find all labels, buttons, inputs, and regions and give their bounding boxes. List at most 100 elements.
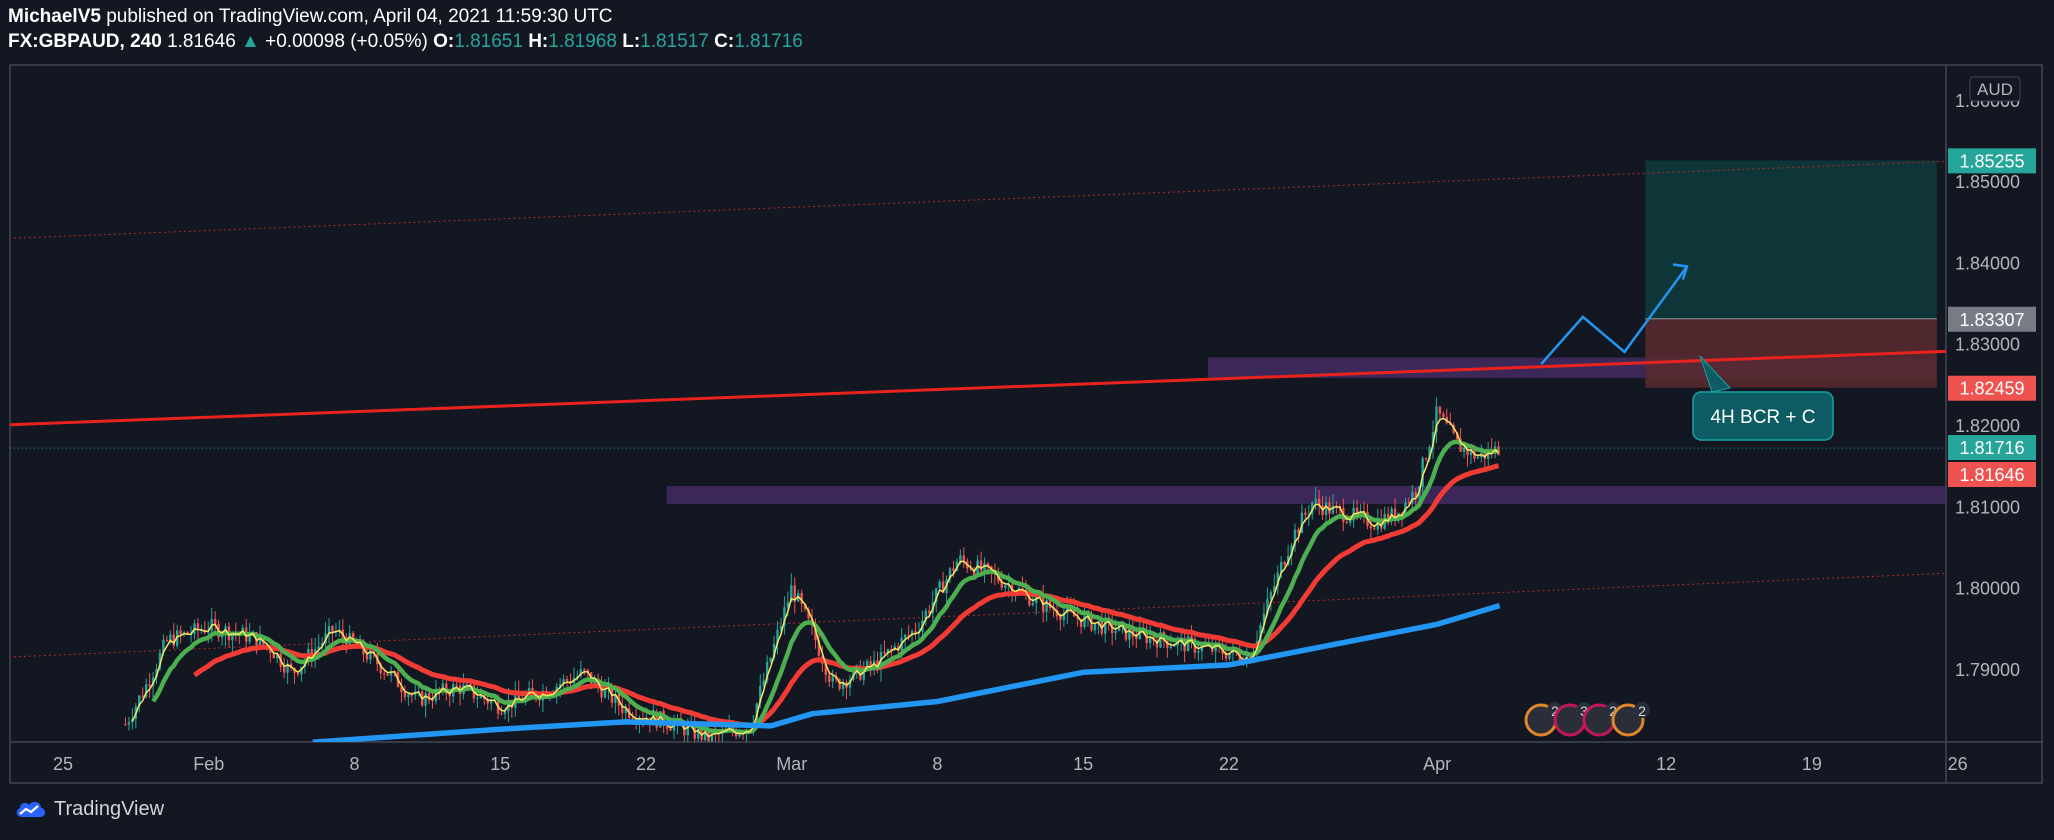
candle-body (1117, 624, 1121, 632)
author-name[interactable]: MichaelV5 (8, 6, 101, 27)
resistance-trendline (10, 349, 1946, 427)
candle-body (407, 694, 410, 698)
candle-body (631, 718, 634, 720)
symbol-name[interactable]: FX:GBPAUD, 240 (8, 31, 162, 52)
time-tick-label: 19 (1802, 754, 1822, 774)
candle-body (489, 700, 493, 704)
footer-brand[interactable]: TradingView (14, 798, 164, 821)
candle-body (1459, 439, 1462, 452)
candle-body (1076, 616, 1079, 619)
candle-body (1262, 613, 1266, 625)
price-label-entry (1948, 306, 2036, 332)
event-count-text: 2 (1638, 703, 1646, 719)
candle-body (1407, 502, 1411, 504)
candle-body (972, 569, 976, 576)
candle-body (1290, 545, 1293, 556)
candle-body (831, 676, 834, 682)
candle-body (976, 560, 979, 576)
candle-body (938, 581, 941, 589)
moving-averages-layer (131, 417, 1501, 742)
candle-body (1304, 512, 1307, 515)
candle-body (1186, 636, 1190, 652)
candle-body (1469, 449, 1473, 456)
candle-body (327, 626, 331, 634)
candle-body (1455, 432, 1459, 440)
candle-body (772, 643, 776, 659)
candle-body (696, 728, 700, 739)
candle-body (1314, 498, 1317, 503)
candle-body (1311, 502, 1314, 514)
channel-layer (10, 160, 1946, 658)
candle-body (1355, 507, 1359, 514)
target-zone (1645, 160, 1937, 319)
candle-body (1066, 606, 1069, 614)
price-tick-label: 1.81000 (1955, 497, 2020, 517)
candle-body (300, 666, 303, 675)
up-triangle-icon: ▲ (241, 31, 260, 52)
candle-body (1411, 492, 1414, 504)
candle-body (1228, 653, 1231, 659)
candle-body (1166, 640, 1169, 648)
candle-body (262, 636, 265, 645)
candle-body (1169, 645, 1173, 648)
candle-body (1200, 645, 1204, 652)
candle-body (165, 639, 169, 641)
candle-body (824, 663, 828, 676)
candle-body (1349, 520, 1352, 523)
price-label-last (1948, 462, 2036, 487)
candle-body (807, 608, 810, 619)
candle-body (707, 728, 710, 742)
price-tick-label: 1.84000 (1955, 253, 2020, 273)
candle-body (282, 666, 286, 673)
candle-body (476, 698, 479, 700)
candle-body (562, 678, 565, 685)
close-value: 1.81716 (734, 31, 803, 52)
open-label: O: (433, 31, 455, 52)
candle-body (886, 649, 890, 654)
price-label-close (1948, 435, 2036, 460)
channel-lower-line (10, 572, 1946, 658)
candle-body (910, 631, 914, 636)
candle-body (389, 671, 393, 676)
candle-body (148, 684, 151, 687)
candle-body (793, 585, 796, 602)
candle-body (586, 669, 589, 673)
candle-body (621, 705, 624, 714)
candle-body (669, 728, 672, 731)
candle-body (355, 641, 358, 647)
price-label-text: 1.83307 (1959, 310, 2024, 330)
candle-body (759, 685, 762, 704)
candle-body (248, 633, 251, 642)
candle-body (986, 563, 990, 567)
price-axis[interactable]: 1.79000 1.80000 1.81000 1.82000 1.83000 1.840… (1948, 76, 2036, 680)
candles-layer (124, 397, 1500, 742)
candle-body (379, 664, 382, 674)
candle-body (144, 684, 148, 697)
event-badges[interactable]: 2 3 2 2 (1524, 702, 1650, 737)
open-value: 1.81651 (454, 31, 523, 52)
time-axis[interactable]: 25 Feb 8 15 22 Mar 8 15 22 Apr 12 19 26 (53, 754, 1968, 774)
time-tick-label: 22 (1219, 754, 1239, 774)
candle-body (383, 673, 386, 675)
candle-body (231, 633, 234, 641)
candle-body (172, 634, 175, 646)
candle-body (665, 725, 669, 729)
candle-body (1487, 449, 1490, 460)
candle-body (1055, 609, 1059, 617)
candle-body (862, 668, 865, 680)
candle-body (207, 630, 210, 633)
candle-body (924, 610, 928, 621)
candle-body (838, 679, 841, 689)
moving-average-blue-line (312, 602, 1501, 742)
candle-body (469, 684, 472, 686)
candle-body (907, 634, 910, 636)
candle-body (1431, 432, 1435, 448)
time-tick-label: 22 (636, 754, 656, 774)
tradingview-cloud-icon (16, 801, 45, 817)
candle-body (1148, 636, 1152, 643)
candle-body (486, 699, 489, 704)
candle-body (903, 634, 907, 638)
candle-body (1000, 581, 1003, 588)
candle-body (558, 684, 562, 687)
